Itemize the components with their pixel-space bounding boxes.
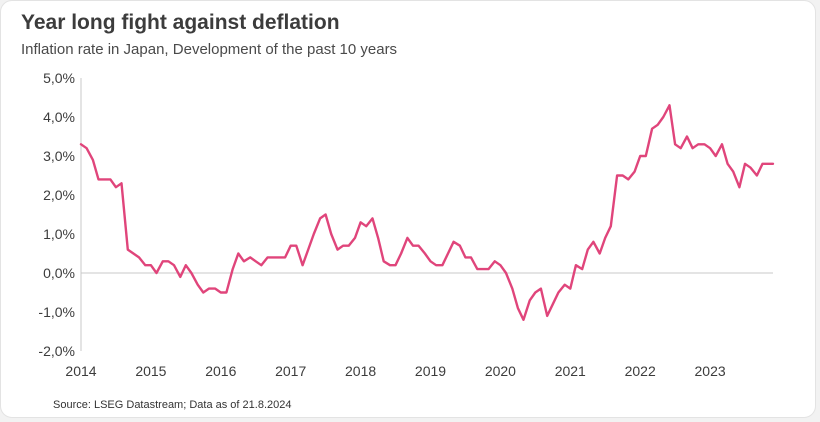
x-tick-label: 2016 xyxy=(205,363,236,379)
x-tick-label: 2022 xyxy=(625,363,656,379)
y-tick-label: 3,0% xyxy=(43,148,75,164)
y-tick-label: 4,0% xyxy=(43,109,75,125)
y-tick-label: 2,0% xyxy=(43,187,75,203)
y-tick-label: 0,0% xyxy=(43,265,75,281)
chart-subtitle: Inflation rate in Japan, Development of … xyxy=(21,41,398,58)
source-note: Source: LSEG Datastream; Data as of 21.8… xyxy=(53,399,292,411)
x-tick-label: 2021 xyxy=(555,363,586,379)
x-tick-label: 2019 xyxy=(415,363,446,379)
x-tick-label: 2015 xyxy=(135,363,166,379)
chart-title: Year long fight against deflation xyxy=(21,11,340,34)
x-tick-label: 2020 xyxy=(485,363,516,379)
x-tick-label: 2017 xyxy=(275,363,306,379)
x-tick-label: 2018 xyxy=(345,363,376,379)
y-tick-label: -1,0% xyxy=(38,304,75,320)
x-tick-label: 2023 xyxy=(695,363,726,379)
x-tick-label: 2014 xyxy=(65,363,96,379)
y-tick-label: 5,0% xyxy=(43,70,75,86)
y-tick-label: -2,0% xyxy=(38,343,75,359)
y-tick-label: 1,0% xyxy=(43,226,75,242)
series-line-inflation xyxy=(79,104,775,321)
line-chart: -2,0% -1,0% 0,0% 1,0% 2,0% 3,0% 4,0% 5,0% 2014 20… xyxy=(38,70,775,379)
